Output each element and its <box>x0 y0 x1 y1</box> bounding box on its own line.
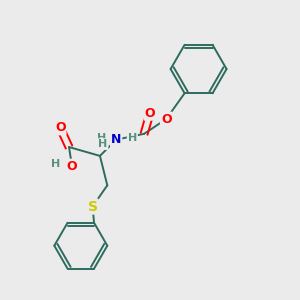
Text: O: O <box>55 122 65 134</box>
Text: O: O <box>161 112 172 126</box>
Text: H: H <box>51 159 60 169</box>
Text: H: H <box>128 133 137 143</box>
Text: O: O <box>145 107 155 120</box>
Text: H: H <box>98 139 107 149</box>
Text: O: O <box>67 160 77 173</box>
Text: H: H <box>98 133 106 143</box>
Text: S: S <box>88 200 98 214</box>
Text: N: N <box>111 133 121 146</box>
